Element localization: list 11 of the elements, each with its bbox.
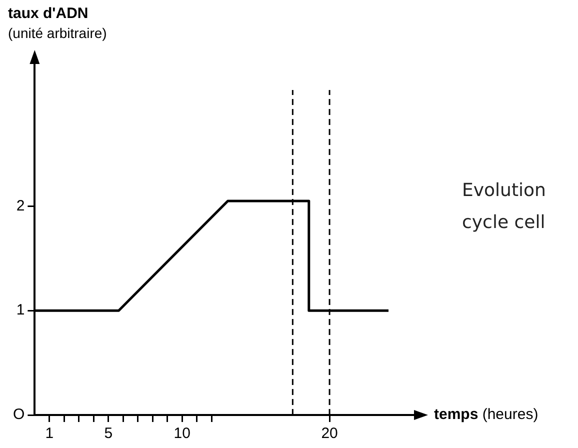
x-tick-label: 10 [174, 425, 190, 442]
y-tick-label: 1 [16, 302, 25, 319]
y-tick-label: O [12, 406, 25, 424]
y-tick-label: 2 [16, 197, 25, 214]
x-tick-label: 1 [45, 425, 54, 442]
x-tick-label: 5 [104, 425, 113, 442]
x-tick-label: 20 [321, 425, 338, 442]
text: Evolution [462, 180, 546, 201]
y-axis-title: taux d'ADN (unité arbitraire) [8, 5, 107, 41]
text: cycle cell [462, 212, 546, 233]
x-axis-title: temps (heures) [434, 406, 538, 424]
